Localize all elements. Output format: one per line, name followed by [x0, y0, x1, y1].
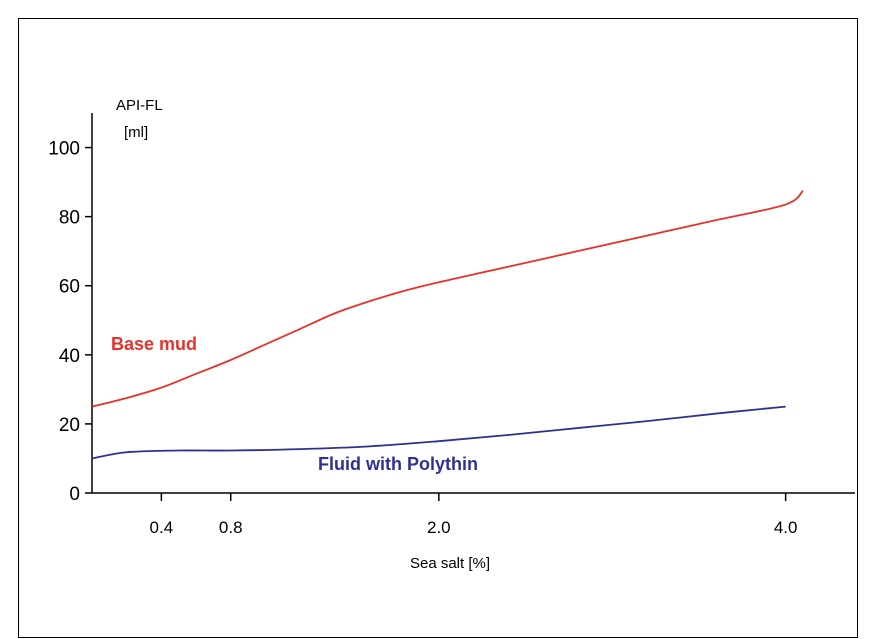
- axes: [91, 113, 855, 494]
- y-tick-label: 80: [59, 208, 80, 229]
- y-tick-label: 60: [59, 277, 80, 298]
- x-tick-label: 4.0: [774, 518, 798, 537]
- series-line-fluid-with-polythin: [91, 405, 786, 460]
- chart-frame: [18, 18, 858, 638]
- y-tick-label: 100: [48, 139, 80, 160]
- y-tick-label: 0: [69, 484, 80, 505]
- x-tick-label: 2.0: [427, 518, 451, 537]
- y-axis-title-line2: [ml]: [124, 124, 148, 141]
- x-ticks: 0.4 0.8 2.0 4.0: [150, 493, 798, 537]
- x-tick-label: 0.8: [219, 518, 243, 537]
- y-tick-label: 40: [59, 346, 80, 367]
- series-line-base-mud: [91, 190, 804, 408]
- y-ticks: 0 20 40 60 80 100: [48, 139, 92, 505]
- x-axis-title: Sea salt [%]: [410, 555, 490, 572]
- series-label-fluid-with-polythin: Fluid with Polythin: [318, 454, 478, 474]
- series-lines: [91, 190, 804, 460]
- series-label-base-mud: Base mud: [111, 334, 197, 354]
- y-axis-title-line1: API-FL: [116, 97, 163, 114]
- y-tick-label: 20: [59, 415, 80, 436]
- x-tick-label: 0.4: [150, 518, 174, 537]
